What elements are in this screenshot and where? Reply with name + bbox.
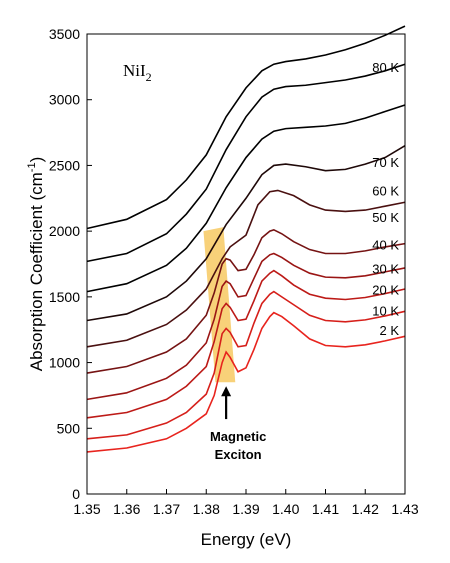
x-tick-label-3: 1.38 xyxy=(193,501,220,517)
y-tick-label-0: 0 xyxy=(72,486,80,502)
y-axis: 0 500 1000 1500 2000 2500 3000 3500 xyxy=(49,26,92,502)
series-label-70K: 70 K xyxy=(372,155,399,170)
series-line-60K xyxy=(86,145,406,322)
x-tick-label-5: 1.40 xyxy=(272,501,299,517)
y-axis-title: Absorption Coefficient (cm-1) xyxy=(26,157,46,372)
y-tick-label-1: 500 xyxy=(57,420,81,436)
series-label-50K: 50 K xyxy=(372,210,399,225)
x-tick-label-4: 1.39 xyxy=(232,501,259,517)
x-tick-label-1: 1.36 xyxy=(113,501,140,517)
x-axis-title: Energy (eV) xyxy=(201,530,292,549)
x-axis: 1.35 1.36 1.37 1.38 1.39 1.40 1.41 1.42 1.43 xyxy=(73,489,419,517)
y-tick-label-3: 1500 xyxy=(49,289,80,305)
series-line-30K xyxy=(86,252,406,401)
compound-subscript: 2 xyxy=(146,70,152,84)
y-tick-label-2: 1000 xyxy=(49,355,80,371)
compound-label: NiI2 xyxy=(123,61,152,84)
annotation-label-line1: Magnetic xyxy=(210,429,266,444)
series-line-20K xyxy=(86,269,406,419)
annotation-band-layer xyxy=(203,227,236,383)
series-line-top xyxy=(86,25,406,230)
series-label-60K: 60 K xyxy=(372,184,399,199)
series-label-30K: 30 K xyxy=(372,261,399,276)
series-label-10K: 10 K xyxy=(372,303,399,318)
series-layer xyxy=(86,25,406,453)
x-tick-label-7: 1.42 xyxy=(352,501,379,517)
series-line-80K xyxy=(86,63,406,263)
x-tick-label-0: 1.35 xyxy=(73,501,100,517)
exciton-highlight-band xyxy=(203,227,236,383)
series-label-20K: 20 K xyxy=(372,282,399,297)
series-label-80K: 80 K xyxy=(372,60,399,75)
x-tick-label-2: 1.37 xyxy=(153,501,180,517)
y-tick-label-6: 3000 xyxy=(49,92,80,108)
x-tick-label-6: 1.41 xyxy=(312,501,339,517)
series-line-40K xyxy=(86,228,406,374)
annotation-label-line2: Exciton xyxy=(215,447,262,462)
series-label-40K: 40 K xyxy=(372,238,399,253)
series-line-10K xyxy=(86,290,406,440)
y-tick-label-7: 3500 xyxy=(49,26,80,42)
series-label-2K: 2 K xyxy=(379,323,399,338)
y-axis-title-end: ) xyxy=(27,157,46,163)
plot-area-frame xyxy=(86,33,406,495)
y-tick-label-5: 2500 xyxy=(49,157,80,173)
series-line-50K xyxy=(86,189,406,348)
series-line-2K xyxy=(86,311,406,453)
series-labels: 2 K 10 K 20 K 30 K 40 K 50 K 60 K 70 K 80 K xyxy=(372,60,399,338)
x-tick-label-8: 1.43 xyxy=(391,501,418,517)
annotation-arrow xyxy=(221,386,232,420)
y-axis-title-superscript: -1 xyxy=(26,162,38,172)
series-line-70K xyxy=(86,104,406,293)
arrow-head xyxy=(221,386,232,397)
y-tick-label-4: 2000 xyxy=(49,223,80,239)
